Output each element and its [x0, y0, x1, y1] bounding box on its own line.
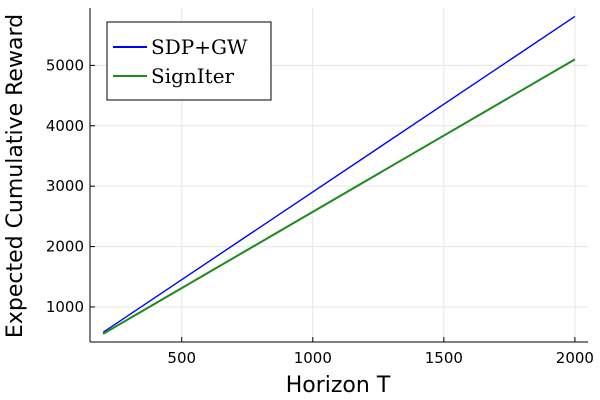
series-lines: [102, 15, 576, 335]
y-tick-label: 3000: [46, 177, 84, 195]
y-tick-label: 2000: [46, 238, 84, 256]
x-axis-title: Horizon T: [286, 373, 391, 398]
y-tick-label: 5000: [46, 56, 84, 74]
x-tick-label: 500: [167, 349, 196, 367]
y-tick-label: 4000: [46, 117, 84, 135]
legend: SDP+GW SignIter: [106, 21, 272, 101]
x-tick-label: 2000: [556, 349, 594, 367]
x-tick-label: 1000: [294, 349, 332, 367]
series-line-signiter: [102, 58, 576, 335]
x-tick-label: 1500: [425, 349, 463, 367]
legend-box: [106, 21, 272, 101]
legend-label: SignIter: [151, 64, 235, 88]
grid: [90, 8, 588, 342]
tick-labels: 500 1000 1500 2000 1000 2000 3000 4000 5000: [46, 56, 594, 367]
axes: [89, 8, 588, 343]
y-axis-title: Expected Cumulative Reward: [3, 14, 28, 338]
legend-label: SDP+GW: [151, 35, 248, 59]
y-tick-label: 1000: [46, 298, 84, 316]
series-line-sdp-gw: [102, 15, 576, 333]
